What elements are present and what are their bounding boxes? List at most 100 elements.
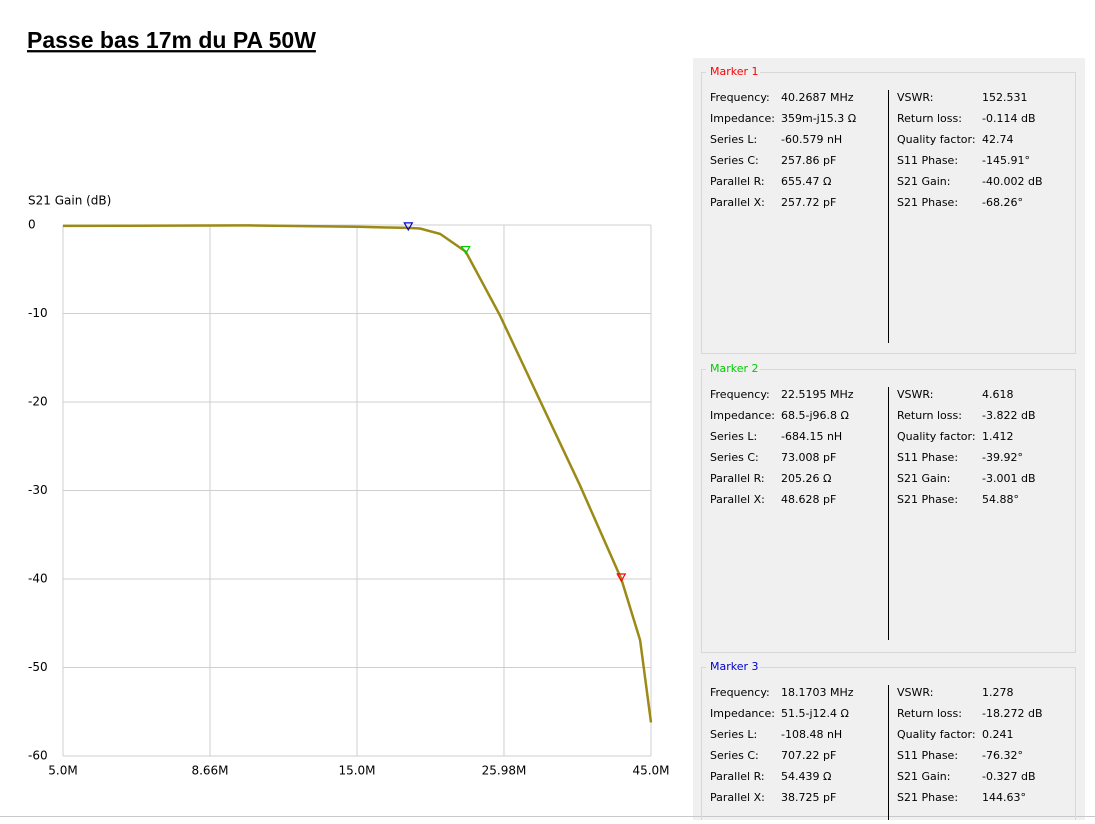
x-tick-label: 8.66M: [191, 764, 228, 778]
field-label: Quality factor:: [897, 728, 976, 741]
field-value: 68.5-j96.8 Ω: [781, 409, 849, 422]
field-label: Parallel X:: [710, 196, 765, 209]
field-label: Frequency:: [710, 91, 770, 104]
field-value: 4.618: [982, 388, 1014, 401]
field-value: -0.114 dB: [982, 112, 1036, 125]
field-label: Series C:: [710, 451, 759, 464]
field-value: 655.47 Ω: [781, 175, 831, 188]
marker-box: [701, 72, 1076, 354]
y-tick-label: -10: [28, 306, 48, 320]
field-label: S21 Gain:: [897, 770, 950, 783]
field-label: Parallel R:: [710, 770, 765, 783]
marker-title-bg: [706, 660, 760, 674]
field-value: -40.002 dB: [982, 175, 1042, 188]
field-label: VSWR:: [897, 91, 933, 104]
field-label: Parallel R:: [710, 472, 765, 485]
field-label: Parallel X:: [710, 791, 765, 804]
field-label: Frequency:: [710, 686, 770, 699]
field-value: -60.579 nH: [781, 133, 842, 146]
field-value: 18.1703 MHz: [781, 686, 854, 699]
field-label: S11 Phase:: [897, 749, 958, 762]
field-label: Frequency:: [710, 388, 770, 401]
field-label: Series C:: [710, 749, 759, 762]
field-value: -3.822 dB: [982, 409, 1036, 422]
field-label: Parallel X:: [710, 493, 765, 506]
field-value: 1.278: [982, 686, 1014, 699]
field-label: VSWR:: [897, 686, 933, 699]
y-tick-label: -50: [28, 660, 48, 674]
field-label: S21 Phase:: [897, 196, 958, 209]
y-tick-label: -30: [28, 483, 48, 497]
field-label: S11 Phase:: [897, 154, 958, 167]
field-value: -108.48 nH: [781, 728, 842, 741]
marker-title: Marker 3: [710, 660, 759, 673]
field-label: Parallel R:: [710, 175, 765, 188]
field-value: 42.74: [982, 133, 1014, 146]
field-label: S21 Gain:: [897, 175, 950, 188]
field-value: 144.63°: [982, 791, 1026, 804]
field-label: Return loss:: [897, 707, 962, 720]
y-tick-label: 0: [28, 218, 36, 232]
field-value: -76.32°: [982, 749, 1023, 762]
field-value: 51.5-j12.4 Ω: [781, 707, 849, 720]
field-label: S21 Phase:: [897, 493, 958, 506]
field-value: -0.327 dB: [982, 770, 1036, 783]
y-axis-label: S21 Gain (dB): [28, 194, 111, 208]
field-label: Impedance:: [710, 409, 775, 422]
marker-box: [701, 667, 1076, 824]
field-value: 205.26 Ω: [781, 472, 831, 485]
field-label: VSWR:: [897, 388, 933, 401]
marker-triangle: [403, 222, 414, 232]
x-tick-label: 15.0M: [338, 764, 375, 778]
field-value: 54.88°: [982, 493, 1019, 506]
field-value: -39.92°: [982, 451, 1023, 464]
field-value: 359m-j15.3 Ω: [781, 112, 856, 125]
field-value: 22.5195 MHz: [781, 388, 854, 401]
marker-triangle: [460, 245, 471, 255]
field-label: S21 Phase:: [897, 791, 958, 804]
field-value: -145.91°: [982, 154, 1030, 167]
gain-line: [62, 224, 653, 723]
field-value: 707.22 pF: [781, 749, 836, 762]
field-value: 257.86 pF: [781, 154, 836, 167]
field-value: 152.531: [982, 91, 1028, 104]
field-value: 38.725 pF: [781, 791, 836, 804]
field-value: 54.439 Ω: [781, 770, 831, 783]
field-label: Series C:: [710, 154, 759, 167]
field-value: -3.001 dB: [982, 472, 1036, 485]
marker-title: Marker 1: [710, 65, 759, 78]
marker-box: [701, 369, 1076, 653]
field-value: 40.2687 MHz: [781, 91, 854, 104]
field-label: Quality factor:: [897, 133, 976, 146]
field-label: Impedance:: [710, 112, 775, 125]
x-tick-label: 5.0M: [48, 764, 77, 778]
marker-triangle: [616, 573, 627, 583]
field-label: Series L:: [710, 133, 757, 146]
field-label: Impedance:: [710, 707, 775, 720]
field-label: Series L:: [710, 430, 757, 443]
field-value: -684.15 nH: [781, 430, 842, 443]
y-tick-label: -40: [28, 572, 48, 586]
field-label: Series L:: [710, 728, 757, 741]
field-value: 73.008 pF: [781, 451, 836, 464]
marker-title-bg: [706, 65, 760, 79]
field-value: 48.628 pF: [781, 493, 836, 506]
field-label: Quality factor:: [897, 430, 976, 443]
marker-title-bg: [706, 362, 760, 376]
field-value: -18.272 dB: [982, 707, 1042, 720]
x-tick-label: 25.98M: [482, 764, 527, 778]
field-value: 1.412: [982, 430, 1014, 443]
field-label: S11 Phase:: [897, 451, 958, 464]
field-label: Return loss:: [897, 112, 962, 125]
x-tick-label: 45.0M: [632, 764, 669, 778]
field-value: -68.26°: [982, 196, 1023, 209]
marker-title: Marker 2: [710, 362, 759, 375]
y-tick-label: -60: [28, 749, 48, 763]
field-value: 257.72 pF: [781, 196, 836, 209]
y-tick-label: -20: [28, 395, 48, 409]
page-title: Passe bas 17m du PA 50W: [27, 27, 316, 53]
field-label: S21 Gain:: [897, 472, 950, 485]
field-label: Return loss:: [897, 409, 962, 422]
field-value: 0.241: [982, 728, 1014, 741]
